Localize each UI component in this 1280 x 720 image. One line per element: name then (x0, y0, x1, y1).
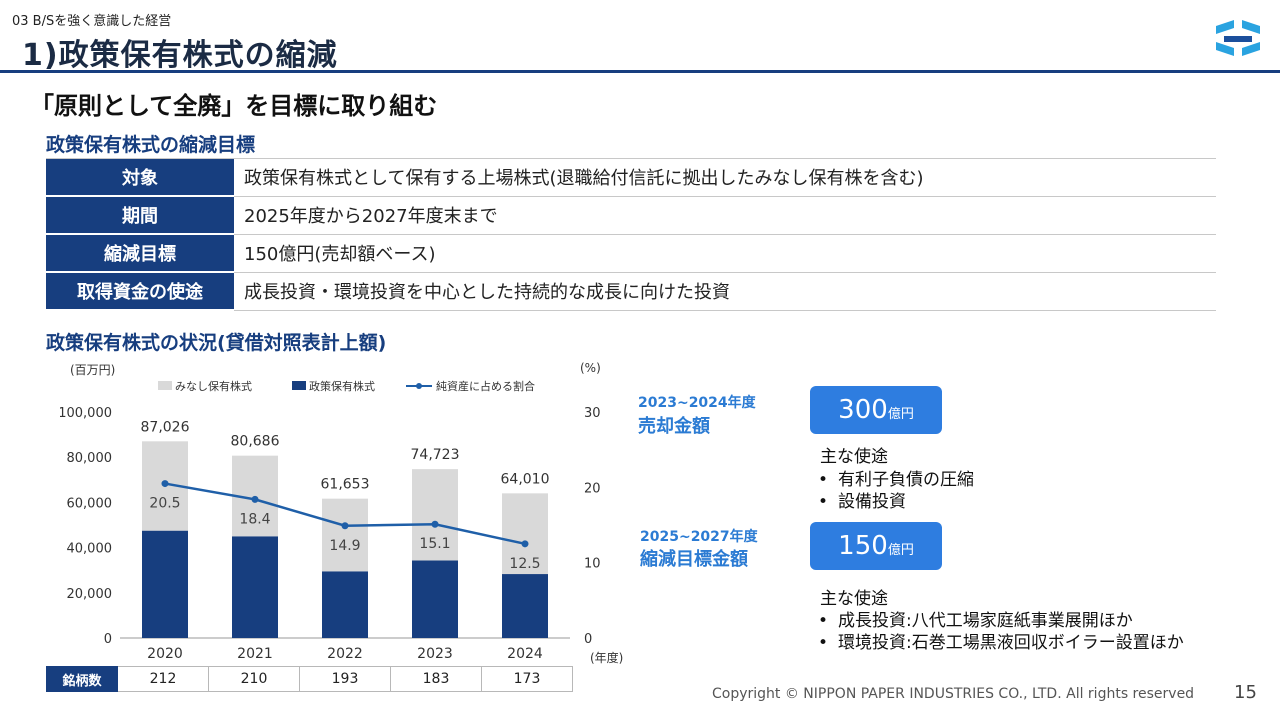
count-cell: 173 (481, 666, 573, 692)
row-label: 期間 (46, 196, 234, 235)
copyright: Copyright © NIPPON PAPER INDUSTRIES CO.,… (712, 686, 1195, 702)
total-label-2020: 87,026 (141, 419, 190, 435)
legend-label: 政策保有株式 (309, 379, 375, 393)
target-table: 対象 政策保有株式として保有する上場株式(退職給付信託に拠出したみなし保有株を含… (46, 158, 1216, 311)
status-section-title: 政策保有株式の状況(貸借対照表計上額) (46, 332, 387, 354)
ratio-label-2021: 18.4 (239, 511, 270, 527)
uses-item: • 成長投資:八代工場家庭紙事業展開ほか (818, 611, 1133, 631)
row-value: 150億円(売却額ベース) (234, 234, 1216, 273)
y-left-tick-label: 20,000 (67, 587, 113, 602)
row-label: 対象 (46, 158, 234, 197)
bar-seisaku-2021 (232, 536, 278, 638)
period-2025-2027: 2025~2027年度 (640, 529, 758, 545)
x-tick-label: 2024 (507, 646, 543, 662)
sale-amount-unit: 億円 (887, 407, 914, 422)
y-left-tick-label: 60,000 (67, 496, 113, 511)
count-cell: 193 (299, 666, 391, 692)
table-row: 期間 2025年度から2027年度末まで (46, 196, 1216, 235)
ratio-label-2020: 20.5 (149, 496, 180, 512)
row-label: 縮減目標 (46, 234, 234, 273)
bar-seisaku-2024 (502, 574, 548, 638)
ratio-point-2020 (161, 480, 169, 488)
reduction-amount-box: 150 億円 (810, 522, 942, 570)
uses-item: • 有利子負債の圧縮 (818, 470, 974, 490)
sale-amount-label: 売却金額 (638, 416, 710, 437)
legend-swatch-seisaku (292, 381, 306, 390)
bar-minashi-2024 (502, 493, 548, 575)
bar-seisaku-2023 (412, 560, 458, 638)
total-label-2024: 64,010 (501, 471, 550, 487)
uses-item: • 環境投資:石巻工場黒液回収ボイラー設置ほか (818, 633, 1184, 653)
company-logo (1212, 16, 1264, 60)
header-rule (0, 70, 1280, 73)
total-label-2022: 61,653 (321, 477, 370, 493)
bar-seisaku-2022 (322, 571, 368, 638)
reduction-amount-value: 150 (838, 531, 888, 561)
y-left-tick-label: 0 (104, 632, 112, 647)
row-value: 政策保有株式として保有する上場株式(退職給付信託に拠出したみなし保有株を含む) (234, 158, 1216, 197)
total-label-2021: 80,686 (231, 434, 280, 450)
ratio-label-2022: 14.9 (329, 538, 360, 554)
table-row: 銘柄数 212 210 193 183 173 (46, 666, 573, 692)
reduction-target-label: 縮減目標金額 (640, 549, 748, 570)
y-right-tick-label: 0 (584, 632, 592, 647)
legend-label: 純資産に占める割合 (436, 379, 535, 393)
y-right-tick-label: 10 (584, 557, 601, 572)
y-right-tick-label: 30 (584, 406, 601, 421)
page-number: 15 (1234, 682, 1257, 703)
x-tick-label: 2022 (327, 646, 363, 662)
sale-amount-box: 300 億円 (810, 386, 942, 434)
x-tick-label: 2023 (417, 646, 453, 662)
legend-label: みなし保有株式 (175, 379, 252, 393)
sale-amount-value: 300 (838, 395, 888, 425)
ratio-point-2021 (251, 495, 259, 503)
legend-swatch-mina (158, 381, 172, 390)
count-cell: 210 (208, 666, 300, 692)
table-row: 取得資金の使途 成長投資・環境投資を中心とした持続的な成長に向けた投資 (46, 272, 1216, 311)
bar-minashi-2022 (322, 498, 368, 572)
period-2023-2024: 2023~2024年度 (638, 395, 756, 411)
section-label: 03 B/Sを強く意識した経営 (12, 14, 172, 29)
table-row: 縮減目標 150億円(売却額ベース) (46, 234, 1216, 273)
holdings-chart: (百万円) (%) (年度) みなし保有株式 政策保有株式 純資産に占める割合 0 20,00… (60, 361, 623, 665)
y-left-unit: (百万円) (70, 363, 115, 377)
legend-swatch-ratio-dot (416, 383, 422, 389)
count-cell: 212 (117, 666, 209, 692)
y-right-unit: (%) (580, 361, 601, 375)
ratio-point-2022 (341, 522, 349, 530)
y-left-tick-label: 80,000 (67, 451, 113, 466)
table-row: 対象 政策保有株式として保有する上場株式(退職給付信託に拠出したみなし保有株を含… (46, 158, 1216, 197)
uses-title: 主な使途 (820, 589, 888, 609)
uses-title: 主な使途 (820, 447, 888, 467)
y-left-tick-label: 100,000 (60, 406, 112, 421)
row-value: 2025年度から2027年度末まで (234, 196, 1216, 235)
uses-item: • 設備投資 (818, 492, 906, 512)
page-title: 1)政策保有株式の縮減 (22, 38, 338, 73)
x-tick-label: 2020 (147, 646, 183, 662)
count-cell: 183 (390, 666, 482, 692)
row-value: 成長投資・環境投資を中心とした持続的な成長に向けた投資 (234, 272, 1216, 311)
ratio-label-2023: 15.1 (419, 536, 450, 552)
reduction-amount-unit: 億円 (887, 543, 914, 558)
y-right-tick-label: 20 (584, 481, 601, 496)
ratio-label-2024: 12.5 (509, 556, 540, 572)
target-section-title: 政策保有株式の縮減目標 (46, 134, 256, 156)
bar-minashi-2023 (412, 469, 458, 561)
ratio-point-2023 (431, 520, 439, 528)
x-tick-label: 2021 (237, 646, 273, 662)
count-label: 銘柄数 (46, 666, 118, 692)
bar-seisaku-2020 (142, 530, 188, 638)
headline: 「原則として全廃」を目標に取り組む (30, 92, 438, 120)
x-unit: (年度) (590, 650, 623, 665)
y-left-tick-label: 40,000 (67, 542, 113, 557)
total-label-2023: 74,723 (411, 447, 460, 463)
row-label: 取得資金の使途 (46, 272, 234, 311)
ratio-point-2024 (521, 540, 529, 548)
count-table: 銘柄数 212 210 193 183 173 (46, 666, 573, 692)
